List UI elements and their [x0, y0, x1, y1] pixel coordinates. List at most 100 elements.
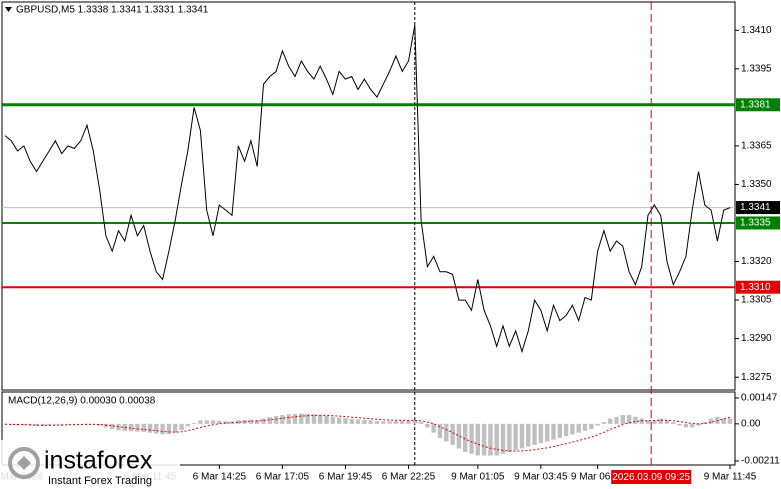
macd-bar	[97, 423, 102, 426]
macd-bar	[9, 423, 14, 425]
brand-tagline: Instant Forex Trading	[48, 475, 152, 487]
macd-bar	[507, 423, 512, 452]
macd-bar	[311, 414, 317, 424]
macd-bar	[431, 423, 436, 433]
brand-name: instaforex	[44, 447, 153, 475]
macd-bar	[626, 415, 632, 424]
y-tick-label: 1.3305	[741, 295, 772, 306]
macd-bar	[173, 423, 178, 433]
logo-backdrop	[0, 440, 180, 489]
macd-bar	[343, 418, 348, 424]
macd-bar	[393, 421, 399, 424]
macd-bar	[204, 420, 209, 424]
macd-bar	[236, 420, 241, 424]
macd-bar	[601, 422, 607, 424]
macd-bar	[425, 423, 430, 428]
macd-bar	[664, 420, 670, 424]
level-label-box	[736, 98, 780, 112]
macd-bar	[481, 423, 487, 456]
macd-bar	[381, 421, 386, 424]
macd-bar	[210, 420, 216, 424]
y-tick-label: 1.3290	[741, 333, 772, 344]
macd-bar	[608, 418, 613, 424]
macd-bar	[72, 423, 77, 425]
macd-bar	[702, 422, 707, 424]
macd-bar	[532, 423, 537, 445]
macd-bar	[78, 423, 83, 425]
macd-bar	[456, 423, 462, 449]
macd-bar	[563, 423, 569, 437]
macd-bar	[59, 423, 64, 425]
x-tick-label: 6 Mar 22:25	[382, 472, 436, 483]
macd-bar	[595, 423, 600, 426]
macd-bar	[122, 423, 127, 431]
x-tick-label: 6 Mar 17:05	[256, 472, 310, 483]
y-tick-label: 1.3365	[741, 141, 772, 152]
macd-bar	[526, 423, 531, 447]
chart-title: GBPUSD,M5 1.3338 1.3341 1.3331 1.3341	[16, 5, 209, 16]
macd-bar	[677, 423, 682, 426]
macd-bar	[633, 416, 638, 424]
level-label-box	[736, 280, 780, 294]
macd-bar	[21, 423, 27, 426]
macd-bar	[538, 423, 544, 444]
macd-bar	[135, 423, 140, 432]
macd-bar	[450, 423, 455, 445]
macd-bar	[412, 419, 417, 424]
macd-frame	[1, 391, 736, 466]
macd-bar	[179, 423, 184, 430]
macd-bar	[65, 423, 71, 425]
y-tick-label: 0.00147	[741, 393, 778, 404]
macd-bar	[254, 419, 260, 424]
macd-bar	[387, 421, 392, 424]
macd-bar	[683, 423, 689, 428]
macd-bar	[488, 423, 493, 456]
macd-bar	[519, 423, 525, 449]
macd-bar	[645, 420, 651, 424]
menu-arrow	[5, 7, 12, 12]
y-tick-label: 1.3410	[741, 25, 772, 36]
macd-bar	[223, 421, 228, 424]
time-label-box	[611, 470, 692, 484]
macd-bar	[589, 423, 594, 430]
macd-bar	[614, 416, 619, 424]
macd-bar	[191, 422, 197, 424]
macd-bar	[141, 423, 146, 432]
macd-bar	[406, 420, 411, 424]
macd-bar	[551, 423, 556, 440]
macd-bar	[217, 420, 222, 424]
macd-bar	[475, 423, 481, 456]
macd-bar	[652, 420, 657, 424]
y-tick-label: 1.3350	[741, 179, 772, 190]
x-tick-label: 9 Mar 03:45	[514, 472, 568, 483]
macd-bar	[305, 413, 310, 424]
macd-bar	[362, 419, 367, 424]
macd-bar	[513, 423, 518, 451]
level-label: 1.3310	[740, 282, 771, 293]
macd-bar	[582, 423, 588, 431]
macd-bar	[494, 423, 499, 456]
macd-bar	[500, 423, 506, 454]
macd-bar	[292, 413, 298, 424]
macd-bar	[248, 419, 254, 424]
price-frame	[1, 1, 736, 391]
macd-bar	[40, 423, 46, 426]
macd-bar	[469, 423, 474, 454]
macd-bar	[185, 423, 191, 427]
macd-bar	[570, 423, 575, 435]
macd-bar	[53, 423, 58, 425]
macd-bar	[444, 423, 449, 442]
x-tick-label: 9 Mar 11:45	[704, 472, 757, 483]
macd-bar	[374, 421, 380, 424]
y-tick-label: 1.3320	[741, 256, 772, 267]
level-label: 1.3335	[740, 218, 771, 229]
macd-bar	[620, 415, 626, 424]
level-label-box	[736, 216, 780, 230]
current-price-label: 1.3341	[740, 202, 771, 213]
macd-bar	[261, 418, 266, 424]
signal-line	[4, 414, 731, 452]
macd-bar	[46, 423, 52, 426]
macd-bar	[280, 415, 285, 424]
macd-bar	[324, 415, 329, 424]
